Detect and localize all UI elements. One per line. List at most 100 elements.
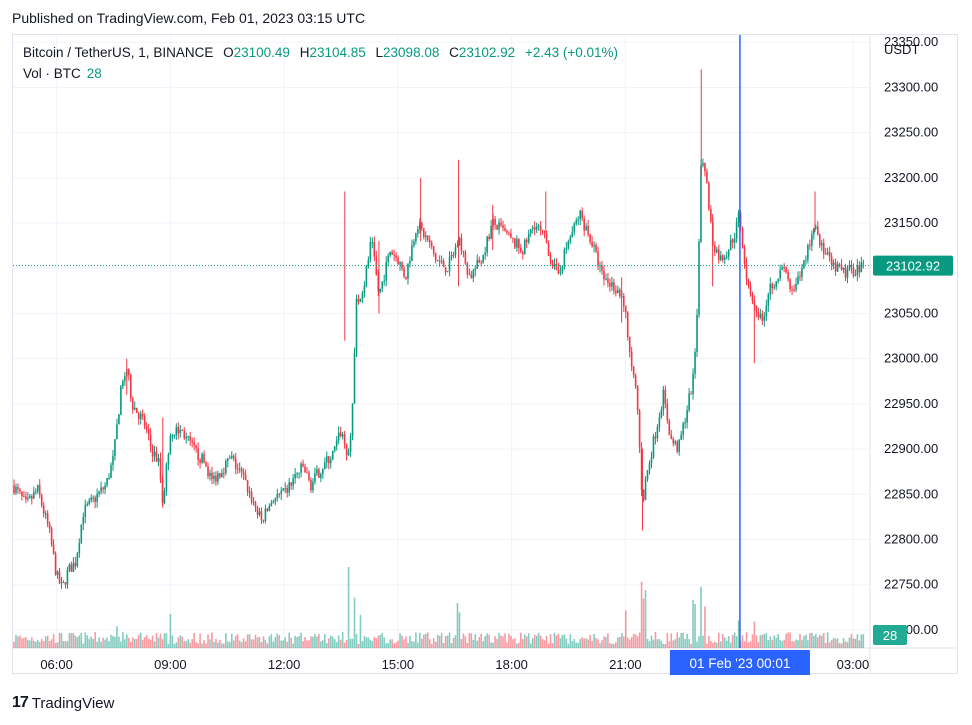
candle-body xyxy=(502,225,504,229)
candle-body xyxy=(272,501,275,503)
volume-bar xyxy=(799,633,801,648)
volume-bar xyxy=(165,633,168,648)
candle-body xyxy=(157,457,160,462)
candle-body xyxy=(462,250,465,253)
candle-body xyxy=(700,165,702,242)
volume-bar xyxy=(448,632,451,648)
volume-bar xyxy=(15,634,17,648)
candle-body xyxy=(318,469,320,478)
candle-body xyxy=(460,237,463,251)
volume-bar xyxy=(278,635,281,648)
candle-body xyxy=(500,222,502,226)
volume-bar xyxy=(581,637,583,648)
volume-bar xyxy=(470,633,473,648)
volume-bar xyxy=(36,639,39,648)
open-label: O xyxy=(223,45,234,60)
volume-bar xyxy=(747,642,750,648)
volume-bar xyxy=(652,639,655,648)
volume-bar xyxy=(805,634,807,648)
candle-body xyxy=(165,464,168,492)
candle-body xyxy=(92,497,94,499)
volume-bar xyxy=(213,641,215,648)
volume-bar xyxy=(518,642,520,648)
symbol-title[interactable]: Bitcoin / TetherUS, 1, BINANCE xyxy=(23,45,214,60)
volume-bar xyxy=(110,634,112,648)
tradingview-brand[interactable]: 17 TradingView xyxy=(12,694,114,712)
volume-bar xyxy=(38,642,41,648)
last-volume-badge-text: 28 xyxy=(883,628,897,643)
time-axis[interactable]: 06:00 09:00 12:00 15:00 18:00 21:00 03:00 xyxy=(40,657,869,672)
candle-body xyxy=(250,491,253,502)
volume-bar xyxy=(510,635,512,648)
volume-bar xyxy=(377,635,380,648)
volume-bar xyxy=(322,640,324,648)
candle-body xyxy=(494,218,496,225)
price-tick-label: 23050.00 xyxy=(884,305,938,320)
volume-bar xyxy=(690,643,692,648)
volume-bar xyxy=(56,642,59,648)
candle-body xyxy=(737,212,740,222)
candle-body xyxy=(288,482,290,493)
candle-body xyxy=(573,223,576,232)
volume-bar xyxy=(298,636,300,648)
volume-bar xyxy=(545,636,548,648)
candle-body xyxy=(187,436,190,438)
candle-body xyxy=(424,235,427,237)
candle-body xyxy=(27,497,29,500)
candle-body xyxy=(147,429,150,435)
candle-body xyxy=(533,227,536,230)
volume-bar xyxy=(355,633,358,648)
volume-bar xyxy=(428,639,431,648)
candle-body xyxy=(385,261,387,281)
candle-body xyxy=(139,413,142,420)
volume-bar xyxy=(508,633,510,648)
candle-body xyxy=(650,457,653,464)
candle-body xyxy=(563,249,566,267)
volume-bar xyxy=(731,634,734,648)
candle-body xyxy=(419,222,421,230)
volume-bar xyxy=(737,620,740,648)
volume-bar xyxy=(66,641,69,648)
volume-bar xyxy=(832,637,835,648)
volume-bar xyxy=(187,639,190,648)
candle-body xyxy=(456,245,459,248)
candle-body xyxy=(175,427,178,436)
candle-body xyxy=(300,463,302,473)
volume-bar xyxy=(240,642,243,648)
volume-bar xyxy=(541,639,544,648)
candle-body xyxy=(401,262,403,269)
volume-bar xyxy=(846,642,849,648)
time-tick-label: 15:00 xyxy=(382,657,415,672)
candle-body xyxy=(337,432,340,441)
candle-body xyxy=(86,504,89,506)
chart-frame[interactable] xyxy=(12,34,958,674)
candle-body xyxy=(547,243,550,256)
volume-bar xyxy=(523,634,526,648)
candle-body xyxy=(862,262,865,264)
high-label: H xyxy=(299,45,310,60)
volume-bar xyxy=(399,633,401,648)
candle-body xyxy=(373,242,376,257)
volume-bar xyxy=(593,634,595,648)
candle-body xyxy=(403,268,405,277)
volume-label[interactable]: Vol · BTC xyxy=(23,66,81,81)
volume-bar xyxy=(151,635,154,648)
volume-bar xyxy=(838,643,841,648)
volume-bar xyxy=(84,632,87,648)
candle-body xyxy=(367,260,370,267)
volume-bar xyxy=(393,643,395,648)
currency-label[interactable]: USDT xyxy=(884,42,920,57)
volume-bar xyxy=(759,635,762,648)
price-axis[interactable]: 23350.00 23300.00 23250.00 23200.00 23150.00… xyxy=(884,34,938,637)
candle-body xyxy=(219,473,221,477)
volume-bar xyxy=(40,638,43,648)
volume-bar xyxy=(292,643,294,648)
candle-body xyxy=(472,270,475,279)
candle-body xyxy=(809,244,811,246)
crosshair-time-label-text: 01 Feb '23 00:01 xyxy=(689,656,790,671)
candle-body xyxy=(359,299,362,302)
candle-body xyxy=(327,456,330,464)
candle-body xyxy=(100,487,102,492)
candle-body xyxy=(599,265,601,267)
